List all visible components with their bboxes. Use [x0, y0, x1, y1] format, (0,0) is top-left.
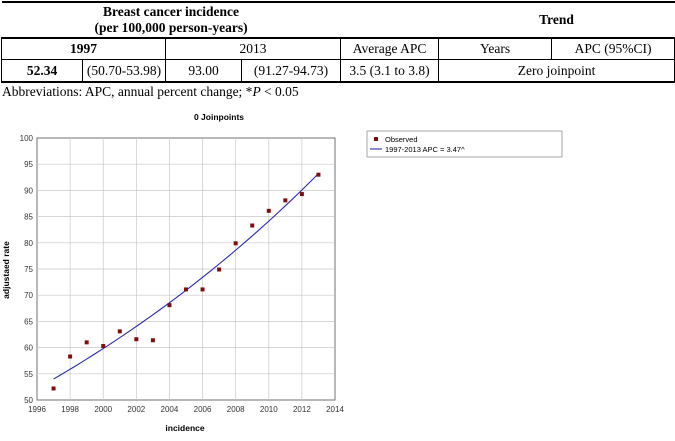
- observed-point: [117, 329, 122, 334]
- col-2013: 2013: [164, 37, 342, 60]
- observed-point: [200, 287, 205, 292]
- incidence-header-line2: (per 100,000 person-years): [94, 20, 248, 35]
- observed-point: [299, 192, 304, 197]
- y-tick-label: 75: [24, 265, 33, 274]
- observed-point: [250, 223, 255, 228]
- incidence-header: Breast cancer incidence (per 100,000 per…: [1, 1, 341, 39]
- y-tick-label: 90: [24, 186, 33, 195]
- incidence-header-line1: Breast cancer incidence: [103, 4, 240, 19]
- x-tick-label: 1996: [28, 405, 46, 414]
- abbrev-p-symbol: P: [252, 84, 261, 99]
- joinpoint-chart: 0 Joinpoints 50 55 60 65 70 75 80 85 90 95 100 199…: [1, 112, 563, 433]
- observed-point: [233, 241, 238, 246]
- observed-point: [266, 208, 271, 213]
- ci-1997: (50.70-53.98): [82, 59, 166, 83]
- y-tick-label: 65: [24, 317, 33, 326]
- x-tick-label: 2000: [94, 405, 112, 414]
- x-tick-label: 2004: [161, 405, 179, 414]
- observed-point: [283, 198, 288, 203]
- observed-point: [84, 340, 89, 345]
- value-2013: 93.00: [165, 59, 242, 83]
- y-tick-label: 100: [20, 134, 34, 143]
- observed-point: [51, 386, 56, 391]
- x-tick-labels: 1996 1998 2000 2002 2004 2006 2008 2010 2012 2014: [28, 405, 344, 414]
- value-1997: 52.34: [1, 59, 83, 83]
- legend: Observed 1997-2013 APC = 3.47^: [366, 130, 563, 158]
- col-years: Years: [438, 37, 553, 60]
- x-tick-label: 2014: [326, 405, 344, 414]
- observed-point: [134, 337, 139, 342]
- y-tick-label: 55: [24, 370, 33, 379]
- col-apc-ci: APC (95%CI): [551, 37, 675, 60]
- abbrev-suffix: < 0.05: [260, 84, 299, 99]
- x-axis-label: incidence: [165, 423, 204, 433]
- y-tick-label: 95: [24, 160, 33, 169]
- observed-point: [167, 303, 172, 308]
- x-tick-label: 2010: [260, 405, 278, 414]
- results-table: Breast cancer incidence (per 100,000 per…: [1, 1, 675, 83]
- observed-point: [150, 338, 155, 343]
- x-tick-label: 2012: [293, 405, 311, 414]
- y-tick-label: 85: [24, 213, 33, 222]
- observed-point: [316, 172, 321, 177]
- observed-point: [68, 354, 73, 359]
- legend-box: [366, 130, 563, 158]
- chart-title: 0 Joinpoints: [194, 112, 244, 122]
- legend-fit-label: 1997-2013 APC = 3.47^: [385, 145, 465, 154]
- y-tick-label: 70: [24, 291, 33, 300]
- x-tick-label: 2008: [227, 405, 245, 414]
- y-tick-label: 60: [24, 344, 33, 353]
- observed-points: [51, 172, 321, 391]
- x-tick-label: 1998: [61, 405, 79, 414]
- y-axis-label: adjustaed rate: [1, 241, 11, 299]
- grid-lines: [37, 138, 335, 400]
- trend-header: Trend: [438, 1, 675, 39]
- abbreviations-note: Abbreviations: APC, annual percent chang…: [2, 84, 299, 100]
- abbrev-prefix: Abbreviations: APC, annual percent chang…: [2, 84, 253, 99]
- value-average-apc: 3.5 (3.1 to 3.8): [340, 59, 440, 83]
- ci-2013: (91.27-94.73): [240, 59, 342, 83]
- observed-point: [101, 344, 106, 349]
- observed-point: [184, 287, 188, 292]
- col-average-apc: Average APC: [340, 37, 440, 60]
- x-tick-label: 2006: [194, 405, 212, 414]
- col-1997: 1997: [1, 37, 166, 60]
- observed-point: [217, 267, 222, 272]
- y-tick-labels: 50 55 60 65 70 75 80 85 90 95 100: [20, 134, 34, 405]
- legend-observed-marker: [374, 137, 378, 141]
- legend-observed-label: Observed: [385, 135, 418, 144]
- x-tick-label: 2002: [127, 405, 145, 414]
- header-gap: [340, 1, 439, 39]
- value-trend: Zero joinpoint: [438, 59, 675, 83]
- y-tick-label: 80: [24, 239, 33, 248]
- y-tick-label: 50: [24, 396, 33, 405]
